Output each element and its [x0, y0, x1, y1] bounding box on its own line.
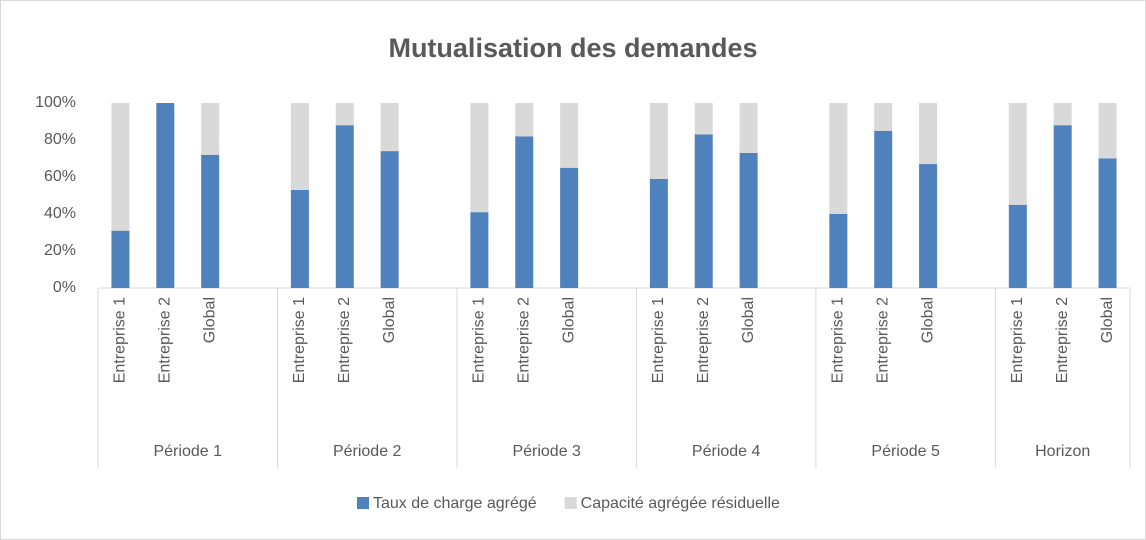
group-label: Période 2	[333, 443, 402, 460]
y-tick-label: 80%	[44, 131, 76, 148]
x-tick-label: Entreprise 2	[1054, 297, 1071, 383]
legend-swatch	[357, 497, 369, 509]
x-tick-label: Entreprise 1	[291, 297, 308, 383]
legend-label: Capacité agrégée résiduelle	[581, 495, 780, 512]
x-tick-label: Entreprise 1	[471, 297, 488, 383]
bar-segment	[515, 136, 534, 288]
x-tick-label: Entreprise 1	[650, 297, 667, 383]
bar-segment	[1008, 204, 1027, 288]
bar-segment	[1008, 103, 1027, 205]
bar-segment	[919, 103, 938, 165]
bar-segment	[470, 212, 489, 288]
bar-segment	[739, 103, 758, 153]
x-tick-label: Global	[201, 297, 218, 343]
y-tick-label: 60%	[44, 168, 76, 185]
bar-segment	[829, 214, 848, 288]
bar-segment	[201, 103, 220, 155]
bar-segment	[1098, 158, 1117, 288]
bar-segment	[111, 103, 130, 231]
bar-segment	[560, 167, 579, 288]
x-tick-label: Entreprise 1	[112, 297, 129, 383]
bar-segment	[874, 103, 893, 131]
bar-segment	[515, 103, 534, 137]
bar-segment	[649, 103, 668, 179]
x-tick-label: Entreprise 2	[695, 297, 712, 383]
group-label: Période 5	[871, 443, 940, 460]
x-tick-label: Entreprise 1	[1009, 297, 1026, 383]
legend-swatch	[564, 497, 577, 509]
bar-segment	[290, 103, 309, 190]
legend-label: Taux de charge agrégé	[373, 495, 537, 512]
bar-segment	[829, 103, 848, 214]
bar-segment	[156, 103, 175, 288]
group-label: Période 3	[512, 443, 581, 460]
group-label: Horizon	[1035, 443, 1090, 460]
bar-segment	[335, 125, 354, 288]
bar-segment	[874, 130, 893, 288]
x-tick-label: Entreprise 2	[874, 297, 891, 383]
y-tick-label: 0%	[53, 279, 76, 296]
bar-segment	[739, 152, 758, 288]
bar-segment	[201, 154, 220, 288]
x-tick-label: Entreprise 2	[336, 297, 353, 383]
chart-title: Mutualisation des demandes	[388, 33, 757, 63]
bar-segment	[290, 189, 309, 288]
bar-segment	[335, 103, 354, 126]
y-tick-label: 40%	[44, 205, 76, 222]
x-tick-label: Global	[740, 297, 757, 343]
bar-segment	[1053, 125, 1072, 288]
x-tick-label: Global	[1099, 297, 1116, 343]
x-tick-label: Entreprise 2	[157, 297, 174, 383]
x-tick-label: Entreprise 2	[515, 297, 532, 383]
bar-segment	[1053, 103, 1072, 126]
group-label: Période 4	[692, 443, 761, 460]
y-tick-label: 20%	[44, 242, 76, 259]
x-tick-label: Global	[381, 297, 398, 343]
bar-segment	[560, 103, 579, 168]
bar-segment	[649, 178, 668, 288]
bar-segment	[694, 103, 713, 135]
group-label: Période 1	[153, 443, 222, 460]
bar-segment	[380, 103, 399, 152]
bar-segment	[470, 103, 489, 213]
y-tick-label: 100%	[35, 94, 76, 111]
x-tick-label: Global	[919, 297, 936, 343]
bar-segment	[694, 134, 713, 288]
bar-segment	[380, 151, 399, 288]
bar-segment	[111, 230, 130, 288]
x-tick-label: Entreprise 1	[830, 297, 847, 383]
bar-segment	[1098, 103, 1117, 159]
bar-segment	[919, 164, 938, 288]
x-tick-label: Global	[560, 297, 577, 343]
